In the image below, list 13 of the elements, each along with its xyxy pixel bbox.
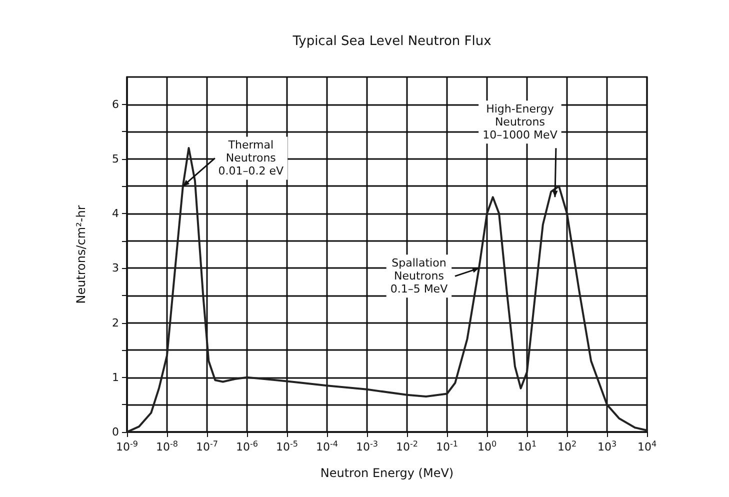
x-axis-title: Neutron Energy (MeV): [320, 466, 454, 480]
y-tick-label: 2: [112, 316, 119, 330]
y-tick-label: 4: [112, 207, 119, 220]
y-tick-label: 0: [112, 426, 119, 438]
annotation: Spallation Neutrons 0.1–5 MeV: [390, 256, 448, 296]
y-tick-label: 1: [112, 370, 119, 384]
y-tick-label: 3: [112, 262, 119, 275]
y-tick-label: 6: [112, 98, 119, 111]
y-axis-title: Neutrons/cm²-hr: [74, 205, 88, 304]
chart-title: Typical Sea Level Neutron Flux: [292, 34, 492, 49]
y-tick-label: 5: [112, 152, 119, 166]
annotation: Thermal Neutrons 0.01–0.2 eV: [218, 138, 284, 178]
annotation: High-Energy Neutrons 10–1000 MeV: [482, 102, 558, 142]
